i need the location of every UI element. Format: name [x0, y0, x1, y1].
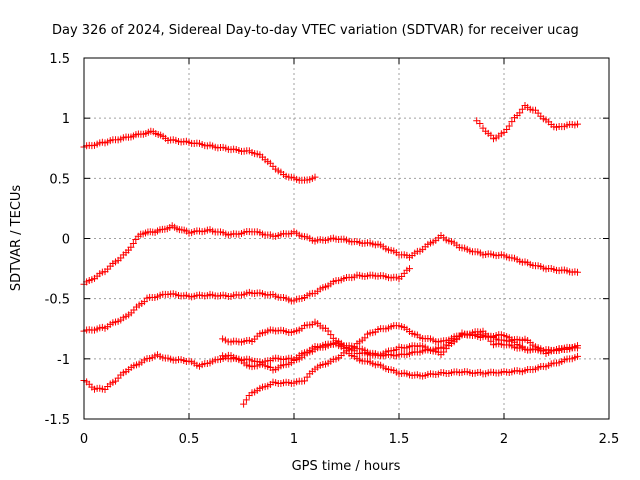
- series-points: [80, 127, 319, 184]
- series-points: [80, 222, 581, 288]
- y-tick-label: 0: [62, 233, 70, 248]
- series-points: [80, 265, 413, 335]
- x-tick-label: 0.5: [179, 432, 200, 447]
- series-sat-7: [240, 322, 581, 408]
- y-axis-label: SDTVAR / TECUs: [9, 185, 24, 292]
- chart-title: Day 326 of 2024, Sidereal Day-to-day VTE…: [52, 23, 579, 38]
- series-points: [240, 322, 581, 408]
- axis-ticks: 0 0.5 1 1.5 2 2.5 -1.5 -1 -0.5 0 0.5 1 1.5: [45, 52, 620, 447]
- series-sat-8: [219, 339, 581, 380]
- x-tick-label: 1.5: [389, 432, 410, 447]
- series-sat-3: [80, 222, 581, 288]
- series-sat-2: [473, 101, 581, 143]
- data-marks: [80, 101, 581, 408]
- y-tick-label: -0.5: [45, 293, 70, 308]
- x-tick-label: 2.5: [599, 432, 620, 447]
- y-tick-label: -1.5: [45, 413, 70, 428]
- x-axis-label: GPS time / hours: [292, 459, 401, 474]
- series-sat-1: [80, 127, 319, 184]
- series-points: [219, 339, 581, 380]
- y-tick-label: -1: [57, 353, 70, 368]
- series-points: [473, 101, 581, 143]
- x-tick-label: 1: [290, 432, 298, 447]
- y-tick-label: 1.5: [49, 52, 70, 67]
- x-tick-label: 0: [80, 432, 88, 447]
- y-tick-label: 1: [62, 112, 70, 127]
- y-tick-label: 0.5: [49, 172, 70, 187]
- x-tick-label: 2: [500, 432, 508, 447]
- series-sat-4: [80, 265, 413, 335]
